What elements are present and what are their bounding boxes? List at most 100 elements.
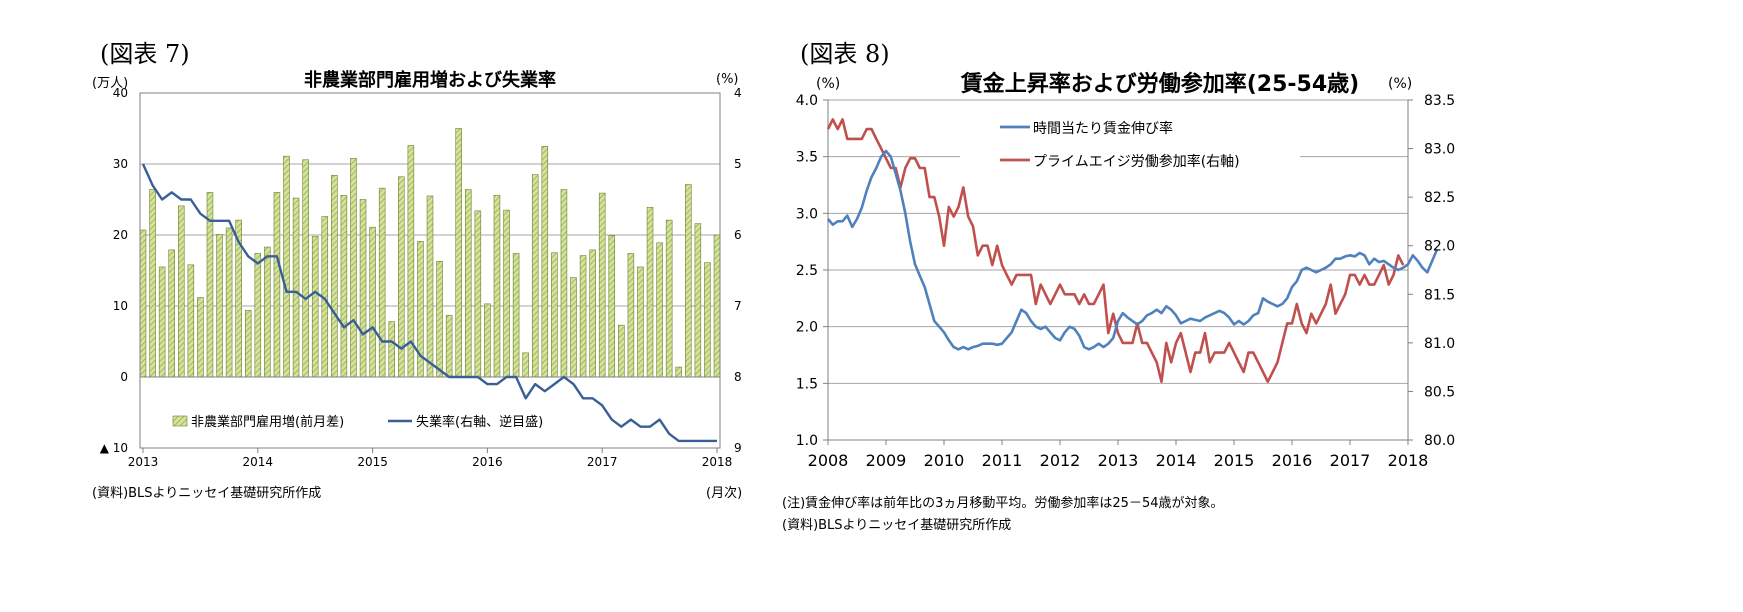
chart-1-bar — [455, 128, 462, 378]
chart-2-lfpr-line — [826, 118, 1405, 384]
chart-1-bar — [665, 219, 673, 378]
chart-1-y-right-tick: 5 — [734, 157, 742, 171]
chart-1-bar — [618, 324, 625, 378]
chart-1-bar — [484, 303, 491, 378]
chart-1-bar — [570, 277, 577, 378]
figure-7-label: (図表 7) — [100, 40, 190, 68]
chart-1-y-left-tick: 0 — [120, 370, 128, 384]
chart-1-bar — [560, 189, 568, 378]
chart-1-bar — [656, 242, 663, 378]
chart-1-bar — [311, 236, 319, 378]
chart-1-y-right-tick: 4 — [734, 86, 742, 100]
chart-1-bar — [551, 252, 558, 378]
chart-2-y-right-tick: 81.5 — [1424, 287, 1455, 303]
chart-2-labels: 1.0 1.5 2.0 2.5 3.0 3.5 4.0 80.0 80.5 81.0 81.5 82.… — [796, 93, 1455, 470]
chart-1-bar — [608, 235, 616, 378]
chart-1-bar — [225, 227, 233, 378]
chart-1-title: 非農業部門雇用増および失業率 — [304, 70, 556, 91]
chart-2-x-tick-label: 2010 — [924, 451, 965, 470]
chart-1-bar — [264, 246, 271, 378]
chart-1-bar — [331, 175, 338, 378]
chart-2-x-tick-label: 2016 — [1272, 451, 1313, 470]
chart-1-bar — [187, 264, 195, 378]
chart-2-wage-line — [827, 149, 1439, 351]
chart-2-x-tick-label: 2008 — [808, 451, 849, 470]
chart-1-bar — [158, 266, 166, 378]
chart-2-y-left-tick: 1.5 — [796, 376, 818, 392]
chart-2-x-tick-label: 2011 — [982, 451, 1023, 470]
chart-1-bar — [292, 197, 300, 378]
chart-1-axes — [139, 92, 721, 453]
chart-1-bar — [369, 226, 376, 378]
chart-1-y-left-tick: ▲ 10 — [100, 441, 128, 455]
chart-2-y-left-tick: 3.5 — [796, 150, 818, 166]
chart-2-x-tick-label: 2009 — [866, 451, 907, 470]
chart-1-bar — [378, 187, 386, 378]
chart-1-y-left-tick: 30 — [113, 157, 128, 171]
chart-1-unemployment-line — [141, 163, 717, 443]
chart-2-legend-box — [960, 116, 1300, 172]
chart-1-bar — [149, 189, 156, 378]
chart-2-y-left-tick: 1.0 — [796, 433, 818, 449]
chart-2-y-right-tick: 80.5 — [1424, 384, 1455, 400]
chart-2-x-tick-label: 2017 — [1330, 451, 1371, 470]
chart-2-left-unit: (%) — [816, 76, 841, 92]
chart-2-y-right-tick: 83.0 — [1424, 142, 1455, 158]
chart-2-grid — [828, 99, 1408, 384]
chart-2-y-left-tick: 2.5 — [796, 263, 818, 279]
chart-1-bar — [522, 352, 529, 378]
chart-1-line — [141, 163, 717, 443]
chart-1-left-unit: (万人) — [92, 76, 129, 91]
chart-1-bar — [474, 210, 482, 378]
chart-1-bar — [388, 321, 395, 378]
chart-2-x-tick-label: 2013 — [1098, 451, 1139, 470]
chart-2-y-left-tick: 2.0 — [796, 320, 818, 336]
chart-1-legend: 非農業部門雇用増(前月差) 失業率(右軸、逆目盛) — [172, 414, 543, 430]
chart-1-x-tick-label: 2015 — [357, 455, 388, 469]
chart-2-legend-wage-label: 時間当たり賃金伸び率 — [1033, 120, 1173, 137]
chart-1-bar — [216, 233, 223, 378]
chart-1-legend-line-label: 失業率(右軸、逆目盛) — [416, 414, 543, 430]
chart-1-bar — [340, 194, 348, 378]
chart-1-x-tick-label: 2014 — [243, 455, 274, 469]
chart-1-bar — [493, 194, 501, 378]
chart-2-source: (資料)BLSよりニッセイ基礎研究所作成 — [782, 518, 1012, 533]
chart-2-note: (注)賃金伸び率は前年比の3ヵ月移動平均。労働参加率は25－54歳が対象。 — [782, 496, 1224, 511]
chart-1-legend-bar-swatch — [172, 415, 188, 427]
chart-1-x-tick-label: 2013 — [128, 455, 159, 469]
chart-1-right-unit: (%) — [716, 72, 739, 87]
chart-1-bars — [139, 128, 721, 378]
chart-2-y-left-tick: 3.0 — [796, 206, 818, 222]
chart-1-y-left-tick: 10 — [113, 299, 128, 313]
chart-2-axes — [823, 99, 1413, 445]
chart-1-x-tick-label: 2016 — [472, 455, 503, 469]
chart-2-y-right-tick: 81.0 — [1424, 336, 1455, 352]
chart-2-lines — [826, 118, 1439, 384]
chart-2-y-right-tick: 83.5 — [1424, 93, 1455, 109]
chart-1-legend-bar-label: 非農業部門雇用増(前月差) — [191, 414, 344, 430]
chart-1-x-tick-label: 2018 — [702, 455, 733, 469]
chart-1-bar — [465, 189, 472, 378]
chart-2-y-right-tick: 82.0 — [1424, 239, 1455, 255]
chart-1-bar — [646, 207, 654, 378]
chart-2-y-right-tick: 80.0 — [1424, 433, 1455, 449]
chart-2-x-tick-label: 2015 — [1214, 451, 1255, 470]
chart-1-bar — [359, 199, 367, 378]
chart-1-bar — [302, 159, 309, 378]
chart-1-y-right-tick: 6 — [734, 228, 742, 242]
chart-1-bar — [531, 174, 539, 378]
chart-1-bar — [244, 309, 252, 378]
chart-1-bar — [445, 314, 453, 378]
chart-1-bar — [503, 209, 510, 378]
chart-1-x-unit: (月次) — [706, 486, 743, 501]
chart-1-bar — [178, 205, 185, 378]
chart-2-x-tick-label: 2012 — [1040, 451, 1081, 470]
chart-1-bar — [589, 249, 596, 378]
chart-1-bar — [273, 192, 281, 378]
chart-1-bar — [254, 253, 262, 378]
chart-1-bar — [704, 262, 711, 378]
chart-1-bar — [627, 253, 635, 378]
chart-2-x-tick-label: 2018 — [1388, 451, 1429, 470]
chart-1-bar — [598, 192, 606, 378]
